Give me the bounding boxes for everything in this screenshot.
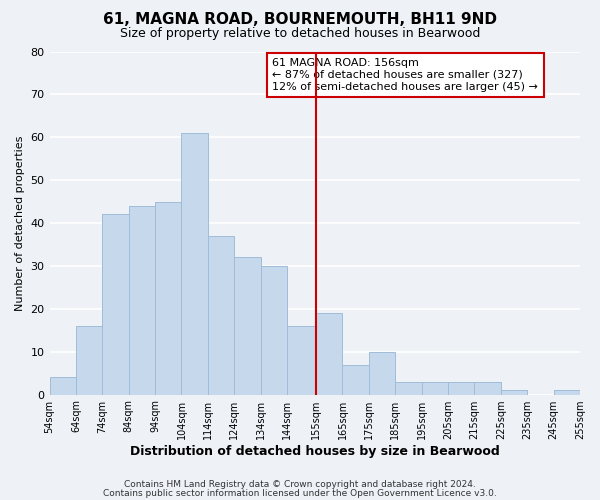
Bar: [260, 266, 287, 394]
Bar: [369, 352, 395, 395]
Bar: [316, 313, 343, 394]
Bar: [448, 382, 475, 394]
Bar: [181, 133, 208, 394]
Bar: [501, 390, 527, 394]
Bar: [103, 214, 129, 394]
Bar: [287, 326, 316, 394]
Text: Contains HM Land Registry data © Crown copyright and database right 2024.: Contains HM Land Registry data © Crown c…: [124, 480, 476, 489]
Bar: [208, 236, 234, 394]
Text: Size of property relative to detached houses in Bearwood: Size of property relative to detached ho…: [120, 28, 480, 40]
X-axis label: Distribution of detached houses by size in Bearwood: Distribution of detached houses by size …: [130, 444, 500, 458]
Y-axis label: Number of detached properties: Number of detached properties: [15, 136, 25, 310]
Text: 61 MAGNA ROAD: 156sqm
← 87% of detached houses are smaller (327)
12% of semi-det: 61 MAGNA ROAD: 156sqm ← 87% of detached …: [272, 58, 538, 92]
Bar: [422, 382, 448, 394]
Bar: [50, 378, 76, 394]
Bar: [343, 364, 369, 394]
Bar: [475, 382, 501, 394]
Bar: [554, 390, 580, 394]
Text: Contains public sector information licensed under the Open Government Licence v3: Contains public sector information licen…: [103, 488, 497, 498]
Bar: [234, 258, 260, 394]
Bar: [76, 326, 103, 394]
Bar: [129, 206, 155, 394]
Text: 61, MAGNA ROAD, BOURNEMOUTH, BH11 9ND: 61, MAGNA ROAD, BOURNEMOUTH, BH11 9ND: [103, 12, 497, 28]
Bar: [155, 202, 181, 394]
Bar: [395, 382, 422, 394]
